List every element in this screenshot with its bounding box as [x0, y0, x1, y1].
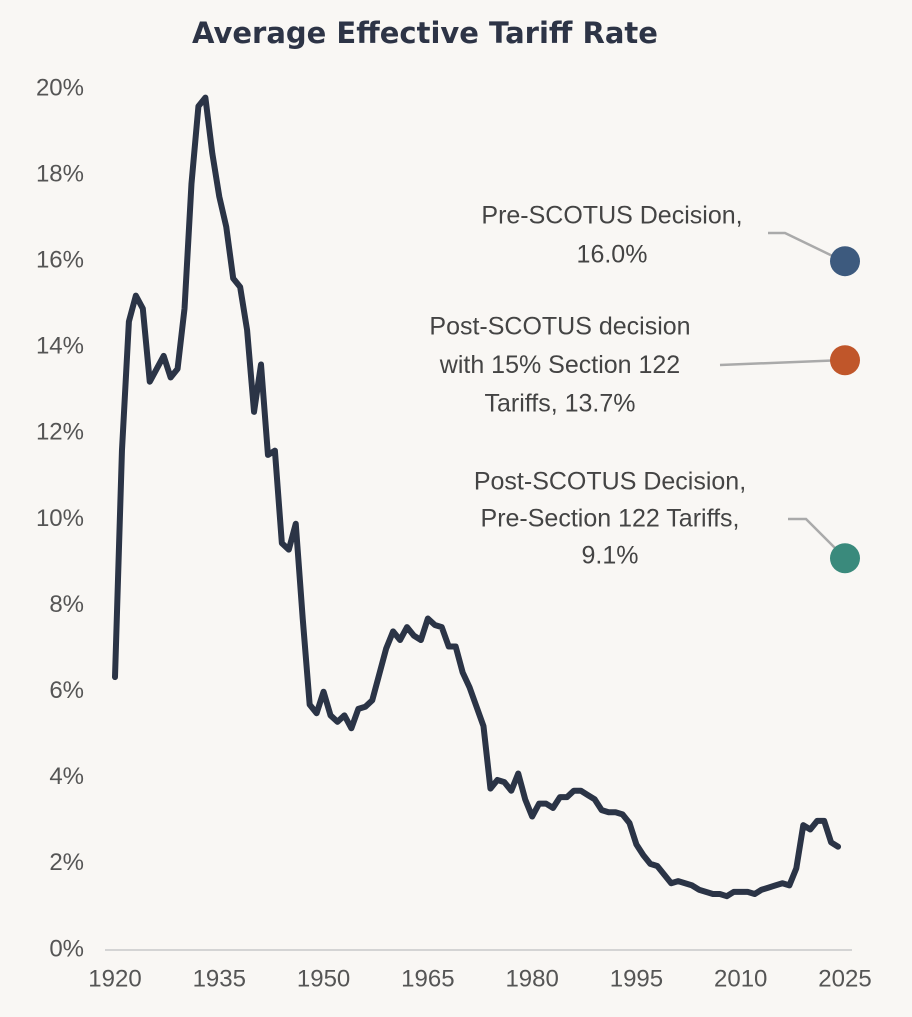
dot: [830, 345, 860, 376]
annotation: Post-SCOTUS decision: [429, 313, 690, 341]
y-tick-label: 18%: [36, 160, 84, 187]
annotation: Post-SCOTUS Decision,: [474, 468, 746, 496]
x-tick-label: 1980: [505, 965, 558, 992]
y-tick-label: 14%: [36, 333, 84, 360]
connector: [719, 358, 846, 367]
x-tick-label: 1965: [401, 965, 454, 992]
line: [112, 94, 842, 900]
y-tick-label: 4%: [49, 763, 84, 790]
annotation: with 15% Section 122: [439, 351, 680, 379]
annotation: Pre-SCOTUS Decision,: [481, 202, 742, 230]
x-tick-label: 1950: [297, 965, 350, 992]
chart-title: Average Effective Tariff Rate: [192, 16, 658, 50]
y-tick-label: 16%: [36, 247, 84, 274]
annotation: 16.0%: [577, 241, 648, 269]
connector: [788, 517, 846, 559]
x-tick-label: 2010: [714, 965, 767, 992]
dot: [830, 246, 860, 277]
x-tick-label: 1995: [610, 965, 663, 992]
y-tick-label: 20%: [36, 74, 84, 101]
y-tick-label: 6%: [49, 677, 84, 704]
y-tick-label: 0%: [49, 935, 84, 962]
dot: [830, 543, 860, 574]
x-tick-label: 1935: [193, 965, 246, 992]
annotation: Tariffs, 13.7%: [484, 390, 635, 418]
y-tick-label: 2%: [49, 849, 84, 876]
annotation: 9.1%: [582, 542, 639, 570]
annotation: Pre-Section 122 Tariffs,: [481, 505, 740, 533]
x-tick-label: 1920: [88, 965, 141, 992]
x-tick-label: 2025: [818, 965, 871, 992]
y-tick-label: 10%: [36, 505, 84, 532]
y-tick-label: 12%: [36, 419, 84, 446]
connector: [768, 231, 846, 264]
y-tick-label: 8%: [49, 591, 84, 618]
